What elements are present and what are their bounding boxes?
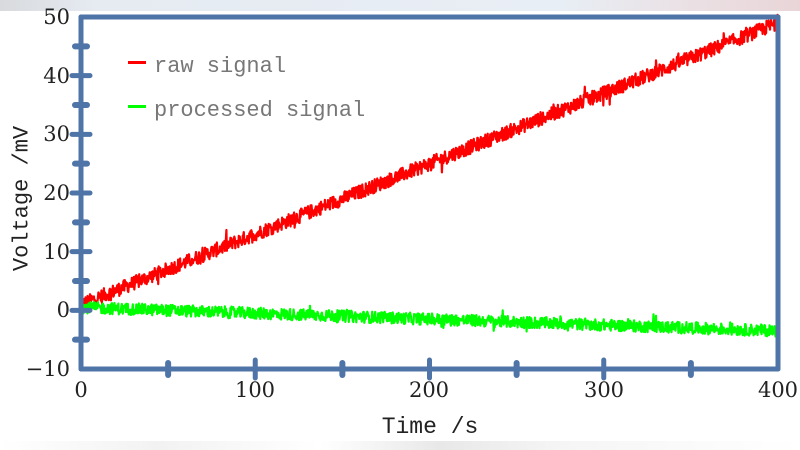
y-tick-label-40: 40 xyxy=(43,64,70,88)
legend-item-processed-signal: processed signal xyxy=(128,88,365,132)
x-tick-label-100: 100 xyxy=(234,378,276,402)
legend-swatch-green xyxy=(128,104,146,108)
y-tick-label-50: 50 xyxy=(43,5,70,29)
legend-swatch-red xyxy=(128,60,146,64)
x-tick-label-400: 400 xyxy=(757,378,799,402)
legend-label: processed signal xyxy=(154,97,366,123)
x-tick-label-300: 300 xyxy=(583,378,625,402)
processed-signal-line xyxy=(79,301,780,338)
legend-item-raw-signal: raw signal xyxy=(128,44,365,88)
y-tick-label-neg10: −10 xyxy=(25,357,70,381)
series-layer xyxy=(79,13,780,338)
y-tick-label-20: 20 xyxy=(43,181,70,205)
raw-signal-line xyxy=(80,13,780,310)
x-tick-label-0: 0 xyxy=(74,378,88,402)
legend: raw signal processed signal xyxy=(128,44,365,132)
x-tick-label-200: 200 xyxy=(408,378,450,402)
x-axis-title: Time /s xyxy=(381,414,479,440)
y-tick-label-10: 10 xyxy=(43,240,70,264)
y-axis-title: Voltage /mV xyxy=(9,125,35,272)
y-tick-label-30: 30 xyxy=(43,122,70,146)
top-background-band xyxy=(0,0,800,11)
legend-label: raw signal xyxy=(154,53,287,79)
bottom-background-band xyxy=(0,441,800,450)
y-tick-label-0: 0 xyxy=(56,298,70,322)
axes-frame xyxy=(69,14,781,381)
